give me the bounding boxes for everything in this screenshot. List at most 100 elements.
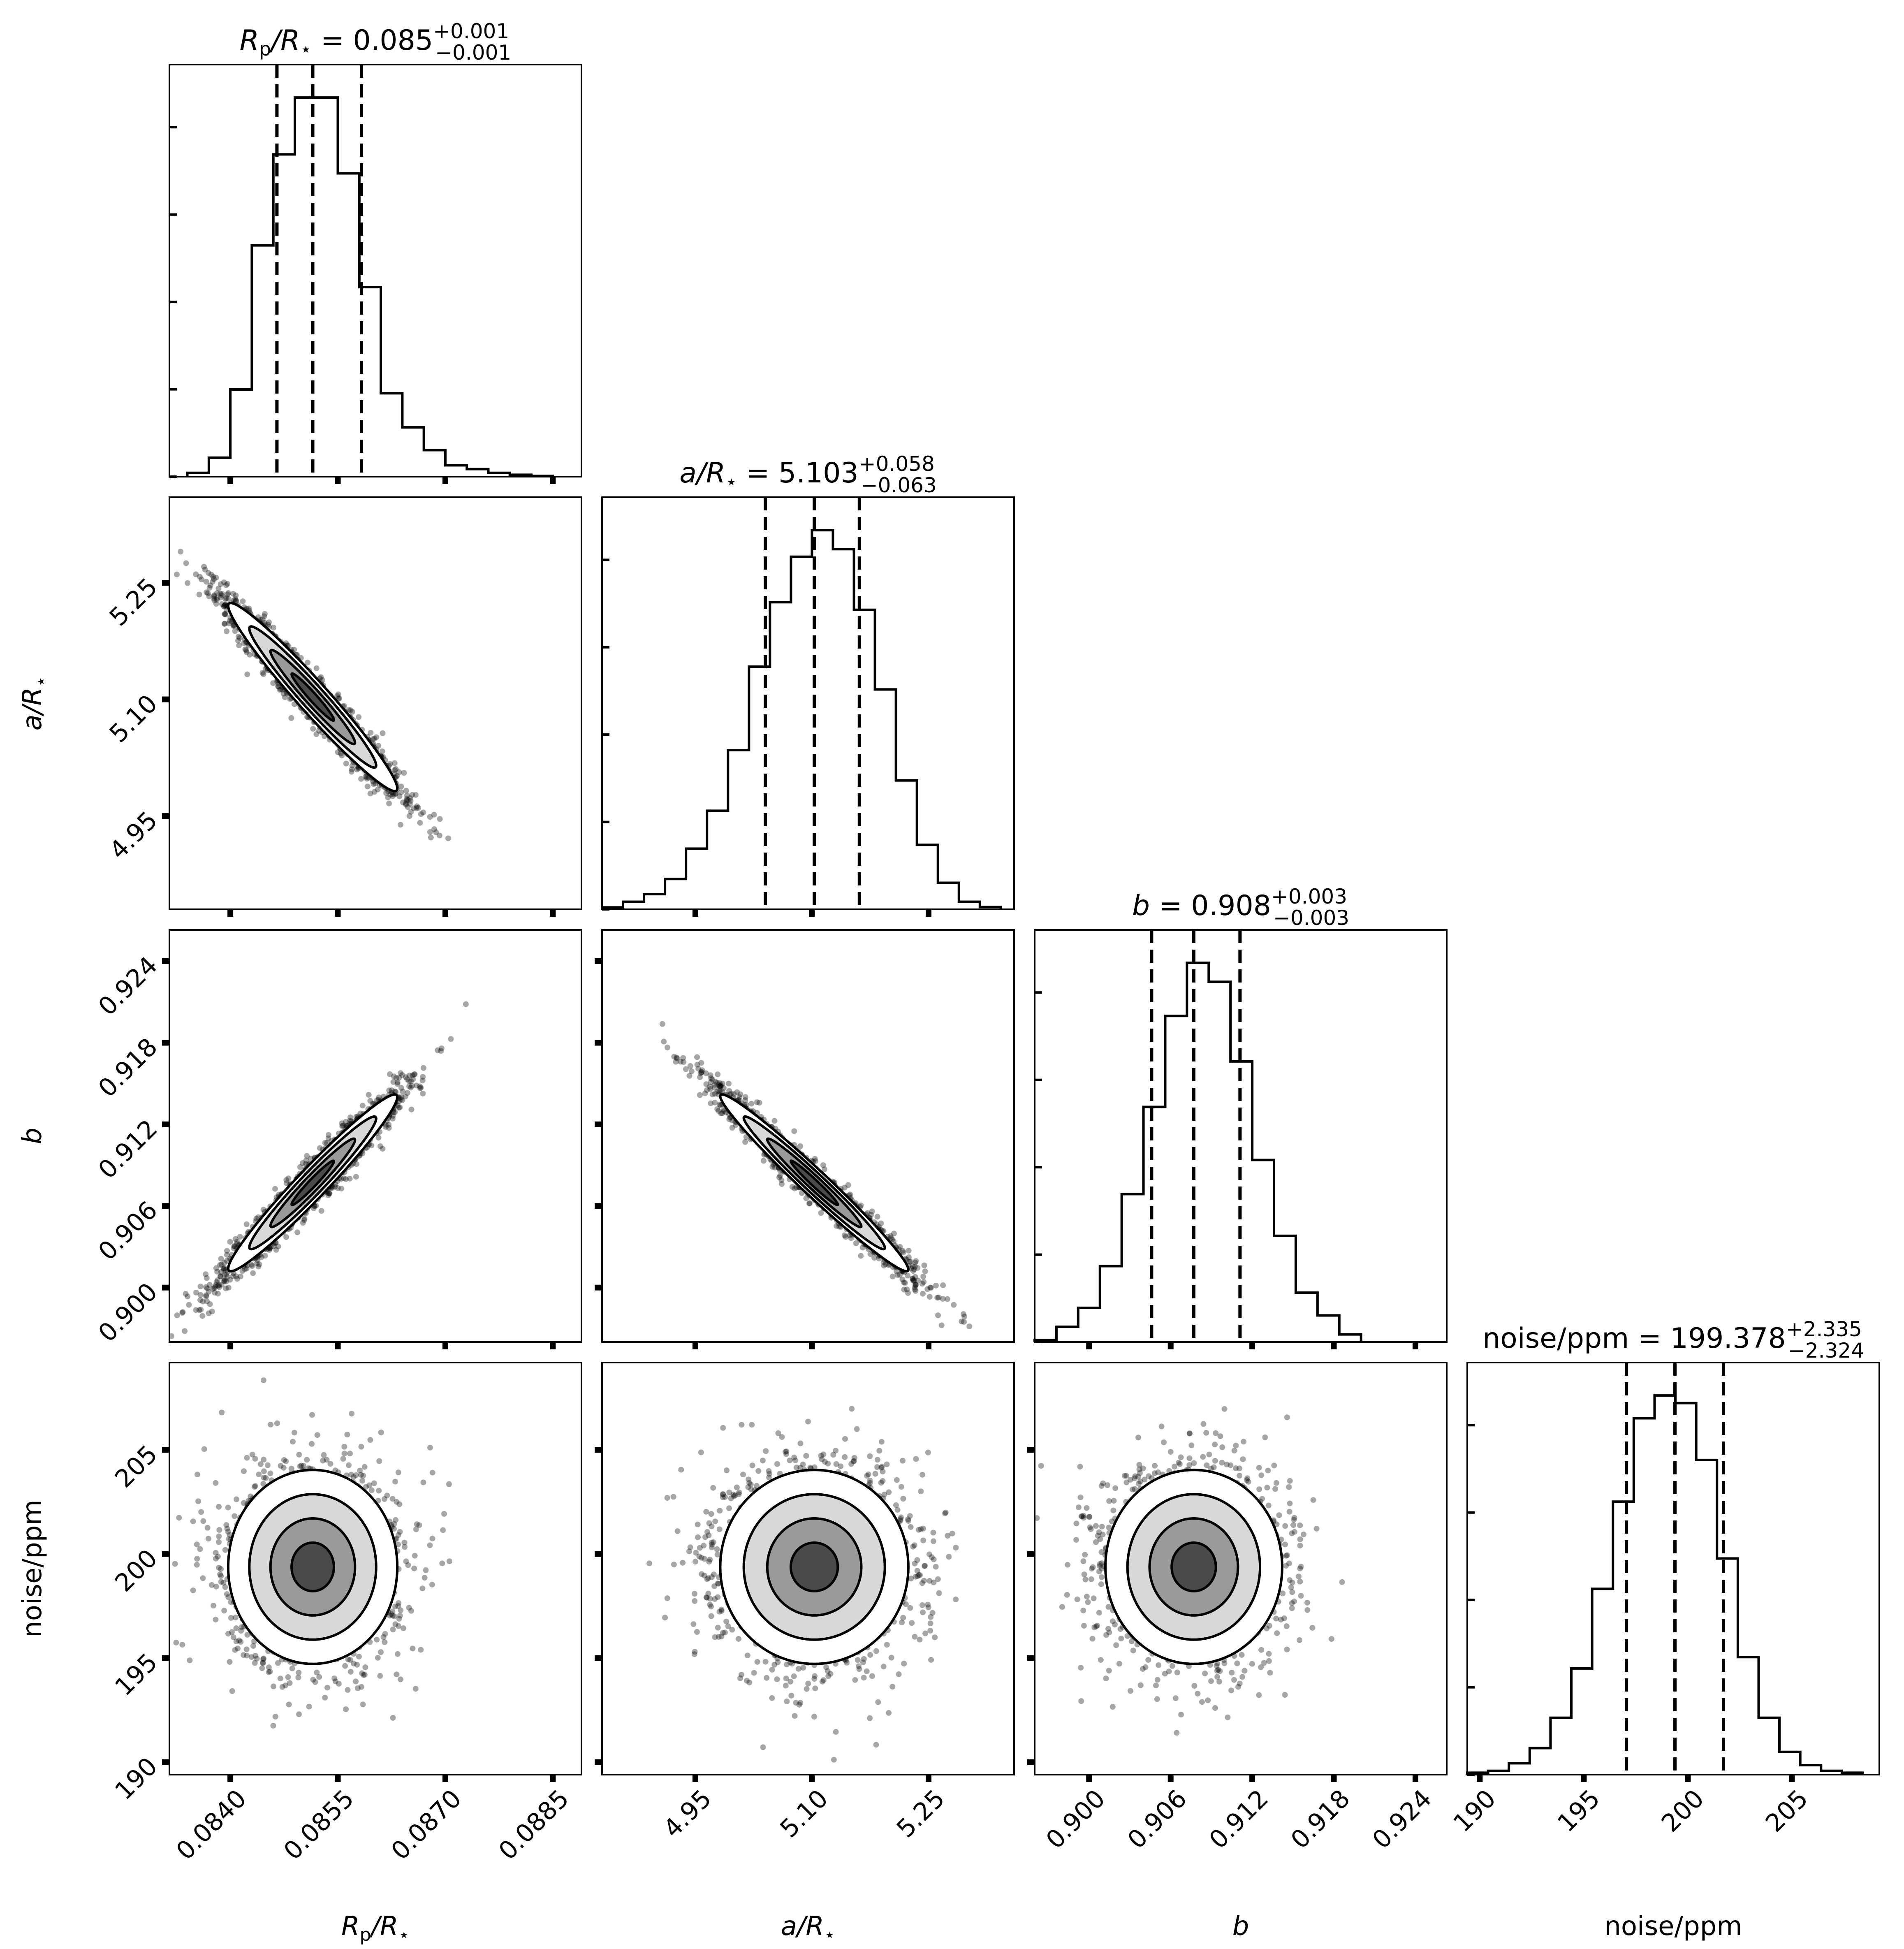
- scatter-point: [221, 603, 227, 609]
- scatter-point: [203, 1271, 209, 1277]
- scatter-point: [244, 671, 250, 677]
- scatter-point: [694, 1054, 700, 1060]
- scatter-point: [197, 574, 203, 580]
- scatter-point: [377, 1143, 383, 1149]
- scatter-point: [408, 1106, 415, 1112]
- scatter-point: [205, 570, 211, 576]
- scatter-point: [227, 1239, 233, 1245]
- scatter-point: [224, 628, 230, 634]
- scatter-point: [448, 1036, 454, 1042]
- scatter-point: [215, 1291, 221, 1297]
- scatter-point: [197, 1297, 204, 1303]
- scatter-point: [697, 1092, 703, 1098]
- scatter-point: [313, 665, 320, 671]
- scatter-point: [201, 563, 207, 570]
- scatter-point: [431, 826, 438, 832]
- scatter-point: [213, 601, 219, 607]
- scatter-point: [288, 715, 294, 721]
- scatter-point: [204, 589, 210, 596]
- scatter-point: [428, 834, 434, 841]
- scatter-point: [371, 735, 378, 742]
- scatter-point: [275, 683, 281, 689]
- scatter-point: [240, 598, 246, 604]
- scatter-point: [184, 1293, 190, 1300]
- scatter-point: [272, 1186, 278, 1192]
- scatter-point: [906, 1247, 912, 1254]
- scatter-point: [222, 602, 228, 608]
- scatter-point: [223, 1272, 229, 1278]
- scatter-point: [222, 621, 228, 627]
- scatter-point: [209, 1308, 215, 1314]
- scatter-point: [356, 714, 362, 720]
- scatter-point: [310, 726, 316, 732]
- scatter-point: [207, 1301, 213, 1307]
- scatter-point: [318, 1208, 324, 1214]
- scatter-point: [249, 1263, 255, 1269]
- scatter-point: [683, 1066, 689, 1072]
- scatter-point: [408, 1085, 414, 1091]
- panels: Rp/R⋆ = 0.085+0.001 −0.0014.955.105.25a/R…: [17, 19, 1880, 1945]
- panel-frame-0-0: [169, 64, 582, 477]
- scatter-point: [203, 579, 209, 585]
- scatter-point: [233, 592, 239, 598]
- scatter-point: [408, 809, 414, 815]
- panel-0-0: Rp/R⋆ = 0.085+0.001 −0.001: [169, 19, 582, 484]
- scatter-point: [349, 762, 355, 769]
- scatter-point: [174, 1312, 180, 1319]
- scatter-point: [433, 829, 439, 835]
- scatter-point: [209, 579, 215, 585]
- scatter-point: [375, 743, 382, 749]
- scatter-point: [262, 1253, 268, 1259]
- scatter-point: [215, 585, 222, 591]
- scatter-point: [182, 1328, 188, 1334]
- scatter-point: [435, 1047, 441, 1053]
- scatter-point: [222, 611, 228, 617]
- scatter-point: [219, 591, 225, 597]
- scatter-point: [409, 792, 415, 798]
- scatter-point: [391, 760, 398, 766]
- scatter-point: [186, 1302, 192, 1308]
- panel-title-0: Rp/R⋆ = 0.085+0.001 −0.001: [240, 19, 511, 65]
- scatter-point: [403, 802, 409, 808]
- scatter-point: [219, 592, 225, 598]
- scatter-point: [214, 595, 220, 601]
- scatter-point: [406, 1072, 412, 1078]
- scatter-point: [247, 651, 253, 658]
- scatter-point: [259, 670, 266, 676]
- scatter-point: [180, 1309, 186, 1315]
- scatter-point: [347, 707, 354, 714]
- scatter-point: [221, 603, 227, 609]
- scatter-point: [411, 805, 417, 811]
- scatter-point: [445, 835, 451, 841]
- scatter-point: [661, 1038, 667, 1045]
- scatter-point: [218, 581, 224, 587]
- scatter-point: [225, 581, 231, 587]
- scatter-point: [463, 1001, 469, 1007]
- scatter-point: [386, 800, 392, 806]
- scatter-point: [278, 686, 284, 692]
- scatter-point: [398, 789, 404, 795]
- scatter-point: [364, 783, 371, 790]
- scatter-point: [273, 1247, 279, 1253]
- scatter-point: [250, 1270, 256, 1276]
- scatter-point: [404, 1090, 410, 1096]
- scatter-point: [436, 832, 442, 839]
- scatter-point: [407, 795, 413, 801]
- scatter-point: [206, 593, 212, 599]
- scatter-point: [379, 748, 385, 754]
- scatter-point: [211, 596, 217, 602]
- scatter-point: [386, 1125, 392, 1131]
- scatter-point: [183, 560, 189, 566]
- scatter-point: [243, 649, 250, 655]
- scatter-point: [174, 571, 180, 577]
- scatter-point: [246, 605, 252, 612]
- scatter-point: [207, 582, 213, 589]
- scatter-point: [348, 769, 354, 775]
- scatter-point: [408, 798, 414, 804]
- scatter-point: [659, 1021, 665, 1027]
- scatter-point: [427, 829, 433, 835]
- scatter-point: [420, 809, 426, 816]
- scatter-point: [282, 694, 288, 700]
- scatter-point: [178, 549, 184, 555]
